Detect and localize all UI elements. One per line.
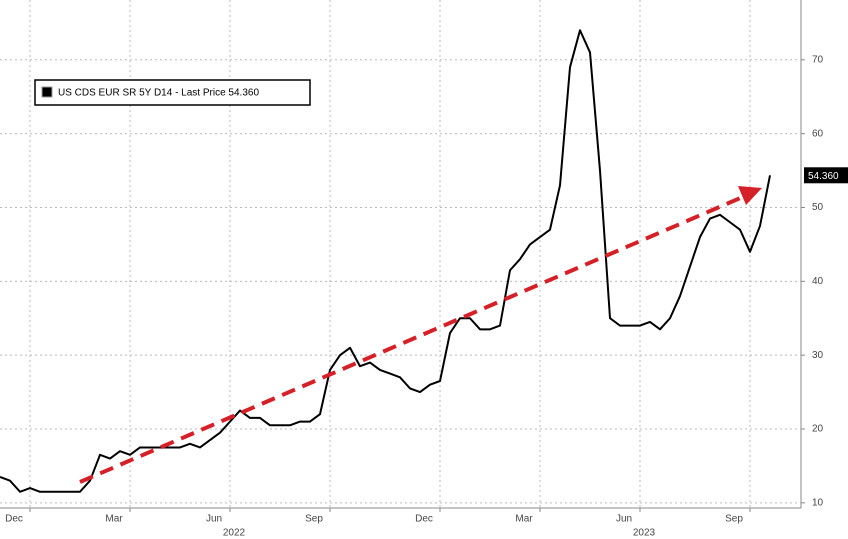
year-label: 2022 <box>223 528 246 539</box>
y-tick-label: 40 <box>812 276 824 287</box>
last-price-label: 54.360 <box>808 171 839 182</box>
y-tick-label: 70 <box>812 54 824 65</box>
x-tick-label: Dec <box>5 514 23 525</box>
arrow-head <box>738 186 762 205</box>
last-price-box <box>804 167 848 184</box>
x-tick-label: Dec <box>415 514 433 525</box>
x-tick-label: Mar <box>515 514 533 525</box>
legend-box <box>34 79 311 106</box>
x-tick-label: Jun <box>206 514 222 525</box>
x-tick-label: Sep <box>305 514 323 525</box>
legend: US CDS EUR SR 5Y D14 - Last Price 54.360 <box>34 79 311 106</box>
x-tick-label: Mar <box>105 514 123 525</box>
legend-label: US CDS EUR SR 5Y D14 - Last Price 54.360 <box>58 88 259 99</box>
last-price-tag: 54.360 <box>804 167 848 184</box>
y-tick-label: 30 <box>812 350 824 361</box>
y-tick-label: 20 <box>812 424 824 435</box>
trend-line <box>79 194 746 484</box>
year-label: 2023 <box>633 528 656 539</box>
trend-arrow <box>79 186 762 484</box>
legend-swatch <box>41 86 53 98</box>
x-tick-label: Jun <box>616 514 632 525</box>
y-tick-label: 60 <box>812 128 824 139</box>
y-tick-label: 10 <box>812 497 824 508</box>
price-line <box>0 29 771 493</box>
x-tick-label: Sep <box>725 514 743 525</box>
y-tick-label: 50 <box>812 202 824 213</box>
